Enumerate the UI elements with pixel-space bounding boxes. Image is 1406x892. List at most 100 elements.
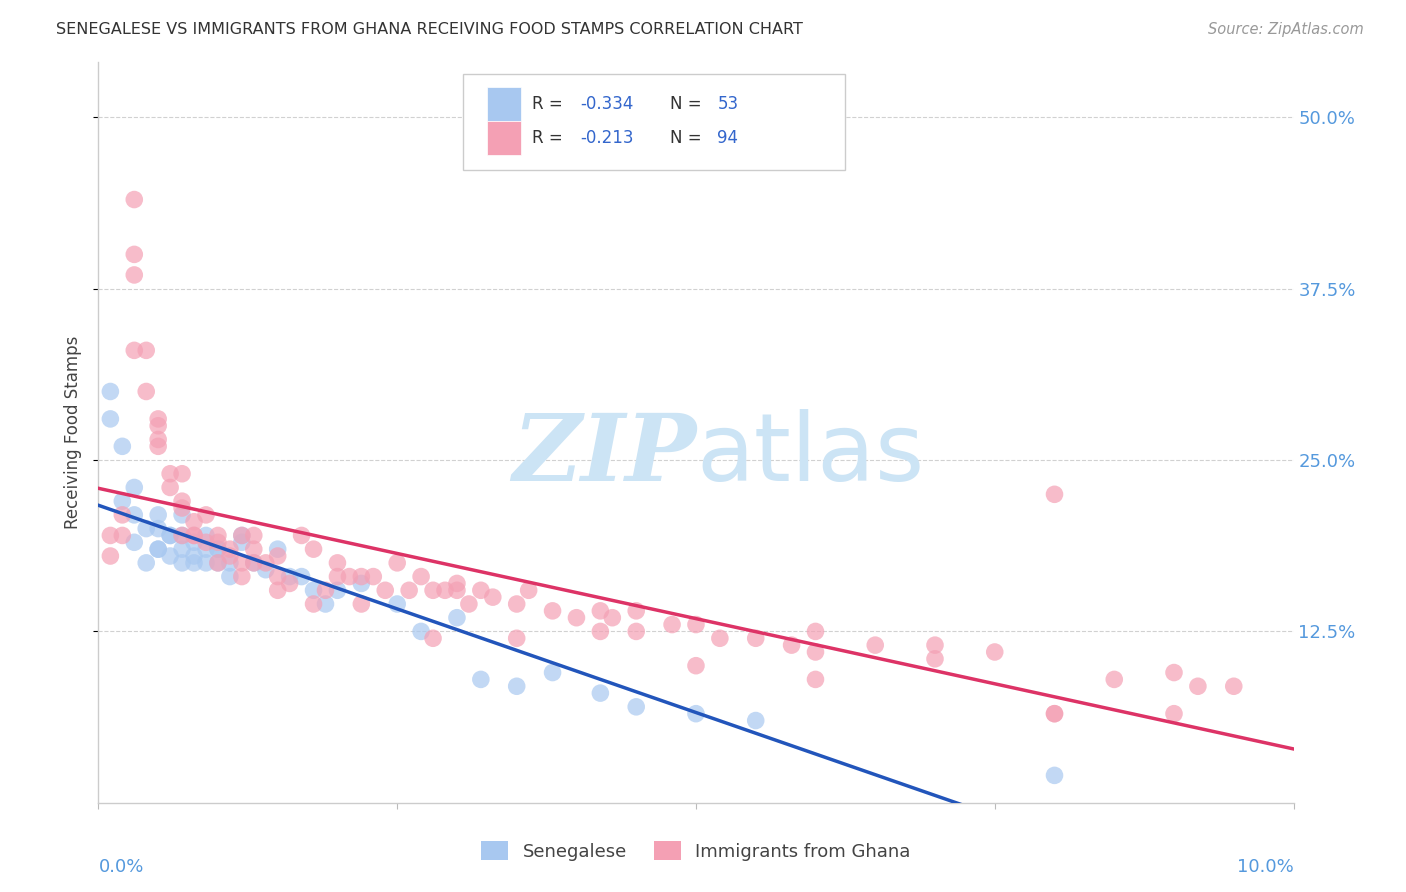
Text: -0.334: -0.334 (581, 95, 634, 113)
Point (159, 467, 181, 481)
Point (243, 542, 266, 557)
Text: N =: N = (669, 95, 707, 113)
Point (183, 515, 205, 529)
Point (183, 556, 205, 570)
Point (111, 528, 134, 542)
Point (1163, 665, 1185, 680)
Point (745, 714, 768, 728)
Point (374, 583, 396, 598)
Point (626, 699, 648, 714)
Point (219, 556, 242, 570)
Point (589, 686, 612, 700)
Point (745, 632, 768, 646)
Point (398, 583, 420, 598)
Point (1187, 679, 1209, 693)
Point (207, 542, 229, 557)
Point (231, 556, 253, 570)
Point (195, 528, 218, 542)
Point (159, 528, 181, 542)
Point (1163, 706, 1185, 721)
Point (350, 569, 373, 583)
Point (159, 528, 181, 542)
Point (602, 610, 624, 624)
Point (148, 542, 170, 557)
Text: R =: R = (533, 95, 568, 113)
Point (1043, 487, 1066, 501)
Point (219, 542, 242, 557)
Text: -0.213: -0.213 (581, 129, 634, 147)
Point (1043, 706, 1066, 721)
Point (411, 569, 433, 583)
Point (207, 535, 229, 549)
Point (350, 576, 373, 591)
Point (124, 508, 146, 522)
Point (924, 652, 946, 666)
Point (865, 638, 887, 652)
Point (363, 569, 385, 583)
Point (183, 528, 205, 542)
Point (172, 528, 194, 542)
Point (804, 624, 827, 639)
Point (385, 556, 409, 570)
Point (565, 610, 588, 624)
Point (267, 569, 290, 583)
Point (446, 583, 468, 598)
Text: 53: 53 (717, 95, 738, 113)
Point (589, 604, 612, 618)
Point (326, 556, 349, 570)
FancyBboxPatch shape (486, 121, 522, 155)
Point (291, 528, 314, 542)
Point (626, 624, 648, 639)
Text: ZIP: ZIP (512, 409, 696, 500)
Point (685, 617, 707, 632)
Point (458, 597, 481, 611)
Point (422, 632, 444, 646)
Point (984, 645, 1007, 659)
Point (924, 638, 946, 652)
Point (98, 549, 122, 563)
Point (111, 439, 134, 453)
Point (195, 556, 218, 570)
Point (278, 569, 301, 583)
Point (195, 542, 218, 557)
Point (135, 343, 157, 358)
Point (159, 480, 181, 494)
Point (1043, 768, 1066, 782)
Point (172, 556, 194, 570)
Point (278, 576, 301, 591)
Point (207, 556, 229, 570)
Point (148, 433, 170, 447)
Text: Source: ZipAtlas.com: Source: ZipAtlas.com (1208, 22, 1364, 37)
Point (243, 528, 266, 542)
Point (302, 583, 325, 598)
Point (231, 569, 253, 583)
Point (183, 549, 205, 563)
Point (148, 542, 170, 557)
Point (506, 679, 529, 693)
Point (541, 604, 564, 618)
FancyBboxPatch shape (486, 87, 522, 121)
Point (207, 556, 229, 570)
Point (506, 632, 529, 646)
Point (661, 617, 683, 632)
Point (98, 384, 122, 399)
Point (482, 590, 505, 604)
Point (804, 645, 827, 659)
Point (124, 247, 146, 261)
Text: 0.0%: 0.0% (98, 858, 143, 876)
Point (326, 569, 349, 583)
Point (434, 583, 457, 598)
Point (172, 467, 194, 481)
Point (326, 583, 349, 598)
Point (183, 535, 205, 549)
Point (124, 535, 146, 549)
Point (291, 569, 314, 583)
Point (219, 549, 242, 563)
Point (111, 494, 134, 508)
Point (231, 535, 253, 549)
Point (98, 528, 122, 542)
Point (411, 624, 433, 639)
Point (254, 556, 277, 570)
Point (231, 528, 253, 542)
Point (267, 583, 290, 598)
